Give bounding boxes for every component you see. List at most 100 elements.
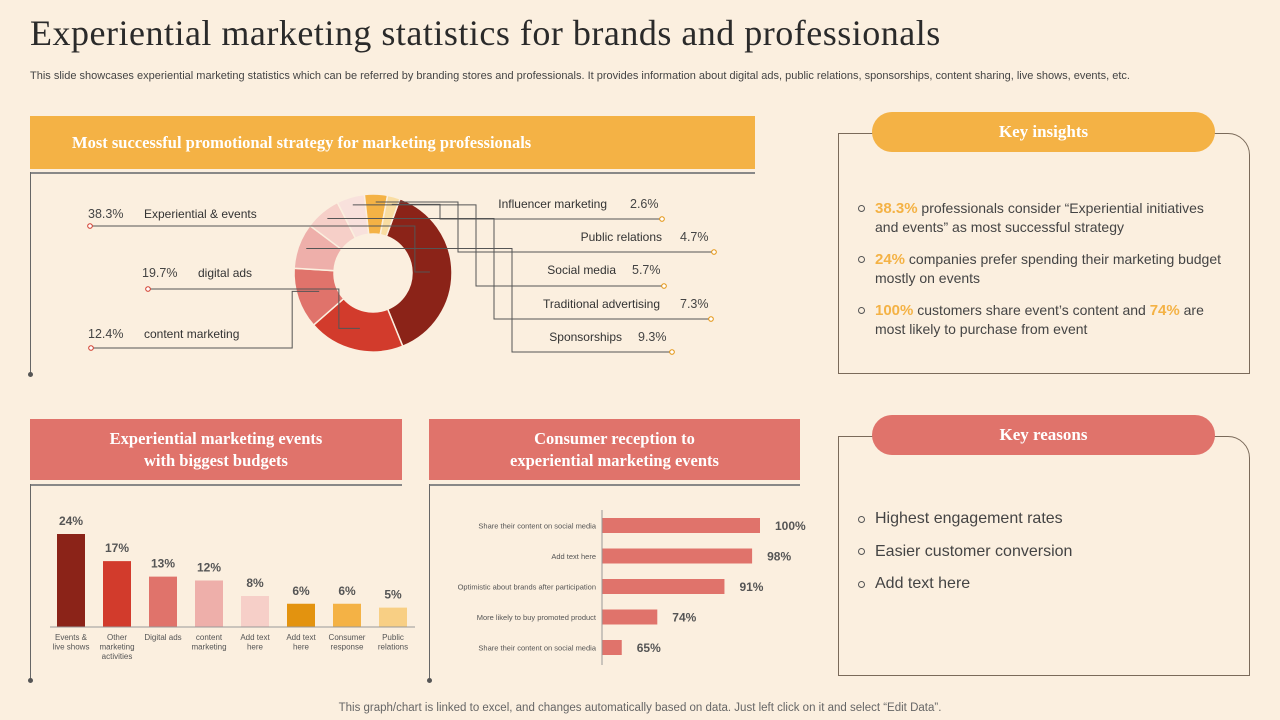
slice-category-label: Social media	[547, 263, 616, 277]
bar-value-label: 13%	[151, 557, 175, 571]
leader-line	[391, 203, 662, 220]
bar-category-label: here	[247, 643, 264, 652]
slice-value-label: 19.7%	[142, 266, 177, 280]
leader-line	[91, 290, 320, 349]
bar-category-label: Consumer	[329, 633, 366, 642]
reason-item: Add text here	[858, 568, 1072, 601]
bar	[57, 534, 85, 627]
slice-category-label: Sponsorships	[549, 330, 622, 344]
footer-note: This graph/chart is linked to excel, and…	[338, 702, 942, 714]
donut-section-axis-line	[30, 172, 31, 375]
leader-dot	[145, 286, 151, 292]
bar-value-label: 100%	[775, 519, 806, 533]
budget-section-axis-dot	[28, 678, 33, 683]
reason-text: Easier customer conversion	[875, 542, 1073, 560]
bar-category-label: live shows	[53, 643, 90, 652]
bar-value-label: 5%	[384, 588, 402, 602]
donut-section-rule	[30, 172, 755, 174]
bar-category-label: Share their content on social media	[478, 644, 596, 653]
reception-title-line2: experiential marketing events	[510, 450, 719, 470]
insight-text: customers share event’s content and	[913, 302, 1150, 318]
bar	[602, 518, 760, 533]
bar-category-label: marketing	[99, 643, 134, 652]
reception-section-rule	[429, 484, 800, 486]
bar-value-label: 65%	[637, 641, 661, 655]
key-insights-list: 38.3% professionals consider “Experienti…	[858, 199, 1230, 352]
leader-dot	[661, 283, 667, 289]
reception-bar-chart: 100% Share their content on social media 9…	[458, 510, 806, 665]
bar-category-label: content	[196, 633, 223, 642]
budget-section-axis-line	[30, 484, 31, 680]
bar	[379, 607, 407, 627]
insight-text: are most likely to purchase from event	[875, 302, 1204, 337]
reception-title-line1: Consumer reception to	[534, 428, 695, 448]
bar	[333, 603, 361, 627]
bar-category-label: Events &	[55, 633, 88, 642]
bar-value-label: 8%	[246, 576, 264, 590]
insight-highlight: 38.3%	[875, 200, 918, 217]
key-reasons-heading: Key reasons	[872, 415, 1215, 455]
insight-item: 38.3% professionals consider “Experienti…	[858, 199, 1230, 236]
slice-category-label: Public relations	[581, 230, 662, 244]
bullet-icon	[858, 205, 865, 212]
donut-section-banner: Most successful promotional strategy for…	[30, 116, 755, 169]
bar	[103, 561, 131, 627]
slice-value-label: 7.3%	[680, 297, 709, 311]
page-title: Experiential marketing statistics for br…	[30, 13, 941, 53]
page-subtitle: This slide showcases experiential market…	[30, 70, 1130, 82]
insight-item: 100% customers share event’s content and…	[858, 301, 1230, 338]
slice-value-label: 5.7%	[632, 263, 661, 277]
bullet-icon	[858, 307, 865, 314]
bar-category-label: relations	[378, 643, 408, 652]
key-insights-heading: Key insights	[872, 112, 1215, 152]
leader-line	[148, 288, 360, 329]
bar-category-label: Add text	[240, 633, 270, 642]
bar-value-label: 91%	[739, 580, 763, 594]
slice-value-label: 2.6%	[630, 197, 659, 211]
bar-category-label: response	[331, 643, 364, 652]
slice-value-label: 4.7%	[680, 230, 709, 244]
insight-highlight: 100%	[875, 302, 914, 319]
bar	[195, 580, 223, 627]
slice-value-label: 38.3%	[88, 207, 123, 221]
leader-dot	[669, 349, 675, 355]
budget-section-banner: Experiential marketing events with bigges…	[30, 419, 402, 480]
leader-line	[375, 201, 714, 253]
reason-text: Highest engagement rates	[875, 510, 1063, 528]
bullet-icon	[858, 580, 865, 588]
slice-value-label: 12.4%	[88, 327, 123, 341]
bar	[287, 603, 315, 627]
slice-category-label: Traditional advertising	[543, 297, 660, 311]
slice-category-label: Influencer marketing	[498, 197, 607, 211]
donut-section-axis-dot	[28, 372, 33, 377]
reason-item: Highest engagement rates	[858, 503, 1072, 536]
bar-category-label: Optimistic about brands after participat…	[458, 583, 596, 592]
leader-line	[306, 247, 672, 353]
insight-highlight: 24%	[875, 251, 906, 268]
bar-category-label: Public	[382, 633, 404, 642]
insight-item: 24% companies prefer spending their mark…	[858, 250, 1230, 287]
leader-line	[327, 217, 711, 320]
bar-category-label: Other	[107, 633, 127, 642]
bar	[602, 579, 725, 594]
bar-value-label: 17%	[105, 541, 129, 555]
slice-category-label: Experiential & events	[144, 207, 257, 221]
budget-title-line2: with biggest budgets	[144, 450, 288, 470]
budget-title-line1: Experiential marketing events	[109, 428, 323, 448]
bar-value-label: 12%	[197, 561, 221, 575]
insight-text: companies prefer spending their marketin…	[875, 251, 1221, 286]
leader-dot	[87, 223, 93, 229]
budget-section-rule	[30, 484, 402, 486]
key-reasons-list: Highest engagement rates Easier customer…	[858, 503, 1072, 601]
bar	[602, 548, 753, 564]
bar	[149, 576, 177, 627]
bar-category-label: here	[293, 643, 310, 652]
bar-category-label: activities	[102, 652, 133, 661]
bar-value-label: 6%	[338, 584, 356, 598]
bar-category-label: Digital ads	[144, 633, 181, 642]
reception-section-axis-dot	[427, 678, 432, 683]
slice-value-label: 9.3%	[638, 330, 667, 344]
bar	[241, 596, 269, 627]
insight-highlight: 74%	[1149, 302, 1180, 319]
reception-section-banner: Consumer reception to experiential market…	[429, 419, 800, 480]
